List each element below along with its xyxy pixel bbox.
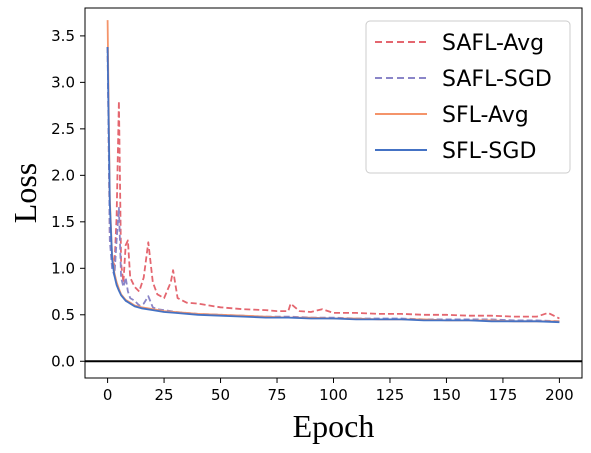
x-tick-label: 200: [545, 386, 574, 404]
x-tick-label: 125: [376, 386, 405, 404]
legend-label-sfl-sgd: SFL-SGD: [442, 139, 536, 164]
y-tick-label: 2.5: [51, 120, 75, 138]
x-tick-label: 100: [319, 386, 348, 404]
x-tick-label: 25: [155, 386, 174, 404]
legend-label-sfl-avg: SFL-Avg: [442, 103, 529, 128]
y-tick-label: 3.0: [51, 73, 75, 91]
legend-label-safl-sgd: SAFL-SGD: [442, 67, 552, 92]
x-tick-label: 50: [211, 386, 230, 404]
x-tick-label: 150: [432, 386, 461, 404]
x-axis-title: Epoch: [293, 408, 375, 444]
tick-marks: 0 25 50 75 100 125 150 175 200 0.0 0.5 1.0 1.5 2.0 2.5…: [51, 27, 574, 404]
y-tick-label: 3.5: [51, 27, 75, 45]
y-tick-label: 2.0: [51, 166, 75, 184]
legend-label-safl-avg: SAFL-Avg: [442, 31, 544, 56]
plot-area: [85, 20, 582, 363]
y-tick-label: 1.0: [51, 259, 75, 277]
y-tick-label: 1.5: [51, 213, 75, 231]
legend-box: [365, 20, 571, 174]
y-tick-label: 0.0: [51, 352, 75, 370]
x-tick-label: 75: [267, 386, 286, 404]
series-line-safl-avg: [106, 46, 560, 320]
x-tick-label: 175: [489, 386, 518, 404]
series-line-sfl-sgd: [106, 46, 560, 324]
x-tick-label: 0: [103, 386, 113, 404]
legend: SAFL-Avg SAFL-SGD SFL-Avg SFL-SGD: [365, 20, 571, 174]
y-tick-label: 0.5: [51, 306, 75, 324]
y-axis-title: Loss: [7, 163, 43, 223]
